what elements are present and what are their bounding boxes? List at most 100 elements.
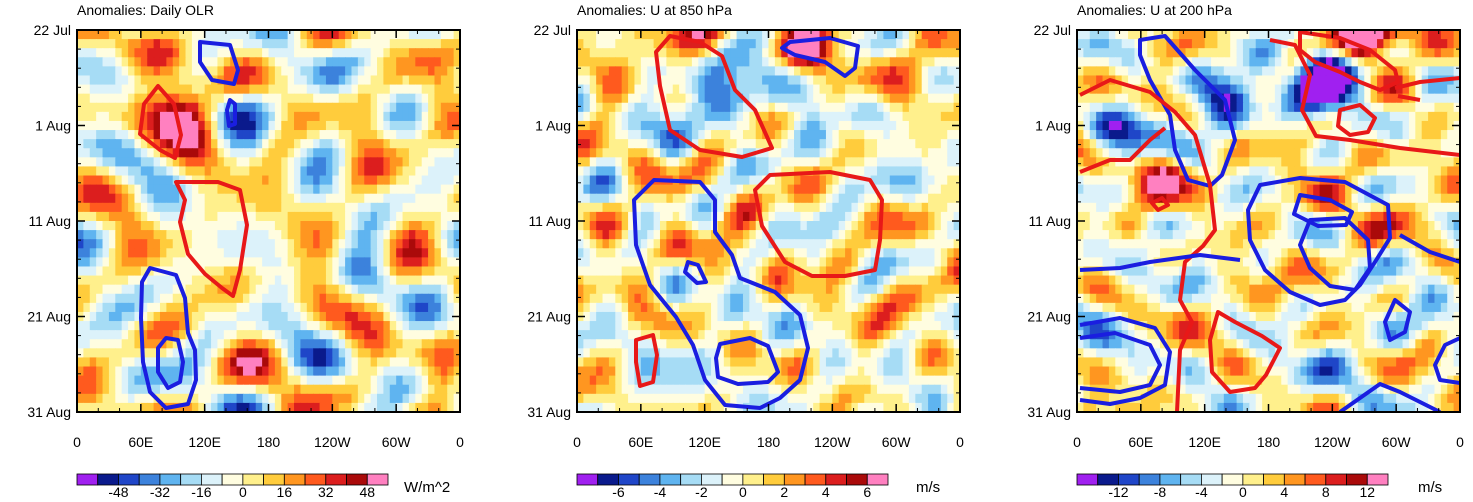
heatmap-cell [845, 239, 852, 249]
heatmap-cell [294, 112, 301, 122]
heatmap-cell [269, 376, 276, 386]
heatmap-cell [928, 157, 935, 167]
heatmap-cell [326, 176, 333, 186]
heatmap-cell [641, 176, 648, 186]
heatmap-cell [128, 376, 135, 386]
heatmap-cell [211, 103, 218, 113]
heatmap-cell [300, 130, 307, 140]
heatmap-cell [186, 357, 193, 367]
heatmap-cell [743, 221, 750, 231]
heatmap-cell [762, 294, 769, 304]
heatmap-cell [686, 221, 693, 231]
heatmap-cell [749, 39, 756, 49]
heatmap-cell [583, 330, 590, 340]
heatmap-cell [256, 394, 263, 404]
heatmap-cell [103, 221, 110, 231]
heatmap-cell [326, 230, 333, 240]
heatmap-cell [211, 212, 218, 222]
heatmap-cell [743, 130, 750, 140]
heatmap-cell [756, 357, 763, 367]
heatmap-cell [871, 276, 878, 286]
heatmap-cell [134, 348, 141, 358]
heatmap-cell [122, 130, 129, 140]
heatmap-cell [883, 112, 890, 122]
heatmap-cell [737, 30, 744, 40]
heatmap-cell [583, 112, 590, 122]
heatmap-cell [615, 321, 622, 331]
heatmap-cell [877, 348, 884, 358]
heatmap-cell [160, 239, 167, 249]
heatmap-cell [820, 130, 827, 140]
heatmap-cell [243, 48, 250, 58]
heatmap-cell [903, 194, 910, 204]
heatmap-cell [351, 194, 358, 204]
heatmap-cell [941, 339, 948, 349]
heatmap-cell [705, 285, 712, 295]
heatmap-cell [583, 94, 590, 104]
heatmap-cell [832, 185, 839, 195]
heatmap-cell [339, 348, 346, 358]
heatmap-cell [154, 94, 161, 104]
heatmap-cell [281, 57, 288, 67]
heatmap-cell [326, 185, 333, 195]
heatmap-cell [909, 303, 916, 313]
heatmap-cell [654, 312, 661, 322]
heatmap-cell [160, 112, 167, 122]
heatmap-cell [90, 348, 97, 358]
heatmap-cell [832, 85, 839, 95]
heatmap-cell [737, 303, 744, 313]
heatmap-cell [903, 248, 910, 258]
heatmap-cell [211, 239, 218, 249]
heatmap-cell [730, 285, 737, 295]
heatmap-cell [813, 176, 820, 186]
heatmap-cell [147, 30, 154, 40]
heatmap-cell [756, 139, 763, 149]
heatmap-cell [396, 148, 403, 158]
heatmap-cell [351, 367, 358, 377]
heatmap-cell [217, 248, 224, 258]
heatmap-cell [320, 203, 327, 213]
heatmap-cell [326, 139, 333, 149]
heatmap-cell [615, 348, 622, 358]
heatmap-cell [609, 376, 616, 386]
heatmap-cell [377, 139, 384, 149]
heatmap-cell [826, 330, 833, 340]
heatmap-cell [422, 48, 429, 58]
heatmap-cell [332, 367, 339, 377]
heatmap-cell [339, 385, 346, 395]
heatmap-cell [832, 248, 839, 258]
heatmap-cell [224, 30, 231, 40]
heatmap-cell [364, 385, 371, 395]
heatmap-cell [871, 203, 878, 213]
heatmap-cell [934, 339, 941, 349]
heatmap-cell [409, 303, 416, 313]
heatmap-cell [364, 75, 371, 85]
heatmap-cell [915, 257, 922, 267]
heatmap-cell [832, 367, 839, 377]
heatmap-cell [345, 157, 352, 167]
heatmap-cell [434, 212, 441, 222]
heatmap-cell [858, 221, 865, 231]
heatmap-cell [249, 212, 256, 222]
heatmap-cell [173, 30, 180, 40]
heatmap-cell [890, 85, 897, 95]
heatmap-cell [332, 166, 339, 176]
heatmap-cell [641, 212, 648, 222]
heatmap-cell [403, 194, 410, 204]
heatmap-cell [871, 30, 878, 40]
heatmap-cell [673, 357, 680, 367]
heatmap-cell [447, 212, 454, 222]
heatmap-cell [737, 194, 744, 204]
heatmap-cell [660, 376, 667, 386]
heatmap-cell [256, 285, 263, 295]
heatmap-cell [211, 394, 218, 404]
heatmap-cell [428, 112, 435, 122]
heatmap-cell [673, 185, 680, 195]
heatmap-cell [262, 276, 269, 286]
heatmap-cell [934, 139, 941, 149]
heatmap-cell [864, 185, 871, 195]
heatmap-cell [90, 394, 97, 404]
heatmap-cell [813, 48, 820, 58]
heatmap-cell [300, 221, 307, 231]
heatmap-cell [428, 266, 435, 276]
